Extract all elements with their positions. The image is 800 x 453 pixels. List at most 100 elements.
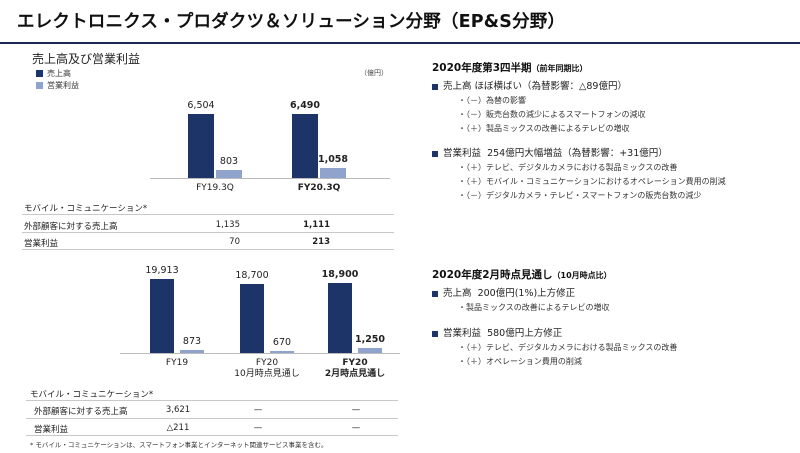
table1-header: モバイル・コミュニケーション* xyxy=(24,204,148,214)
bar-operating-income-2 xyxy=(270,350,294,353)
q3-sales-item: ・（－）為替の影響 xyxy=(458,96,526,105)
table2-row1-v3: — xyxy=(351,405,361,415)
q3-sales-item: ・（－）販売台数の減少によるスマートフォンの減収 xyxy=(458,110,646,119)
legend-sales: 売上高 xyxy=(36,68,71,79)
table2-row2-v1: △211 xyxy=(166,423,190,433)
table2-row1-v1: 3,621 xyxy=(165,405,191,415)
category-label-line: 10月時点見通し xyxy=(234,369,300,379)
bullet-square-icon xyxy=(432,150,438,157)
title-divider xyxy=(0,42,800,44)
x-axis-line xyxy=(150,178,390,179)
fy-op-item: ・（＋）テレビ、デジタルカメラにおける製品ミックスの改善 xyxy=(458,343,678,352)
category-label-line: FY20 xyxy=(255,358,279,368)
table1-divider xyxy=(22,249,394,250)
legend-sales-label: 売上高 xyxy=(47,69,71,78)
bar-sales-3 xyxy=(328,282,352,353)
category-label-line: FY19 xyxy=(165,358,189,368)
table2-row1-label: 外部顧客に対する売上高 xyxy=(34,407,128,417)
legend-sales-swatch xyxy=(36,70,43,77)
fy-sales-item: ・製品ミックスの改善によるテレビの増収 xyxy=(458,303,610,312)
legend-operating-income: 営業利益 xyxy=(36,80,79,91)
q3-sales-label: 売上高 xyxy=(443,81,472,92)
x-axis-line xyxy=(120,353,400,354)
q3-heading-note: （前年同期比） xyxy=(531,64,588,73)
label-operating-income-3: 1,250 xyxy=(354,334,386,346)
fy-op-label: 営業利益 xyxy=(443,328,482,339)
table2-divider xyxy=(26,418,398,419)
table1-divider xyxy=(22,232,394,233)
bar-operating-income-2 xyxy=(320,167,346,178)
label-operating-income-2: 670 xyxy=(272,336,292,348)
category-label-1: FY19.3Q xyxy=(170,183,260,194)
table2-divider xyxy=(26,400,398,401)
fy-sales-text: 200億円(1%)上方修正 xyxy=(477,288,576,299)
category-label-2: FY20.3Q xyxy=(274,183,364,194)
fy-heading-text: 2020年度2月時点見通し xyxy=(432,269,553,281)
bar-sales-1 xyxy=(150,279,174,353)
legend-op-label: 営業利益 xyxy=(47,81,79,90)
table1-divider xyxy=(22,214,394,215)
q3-op-label: 営業利益 xyxy=(443,148,482,159)
bar-sales-2 xyxy=(292,114,318,178)
category-label-line: FY20.3Q xyxy=(297,183,341,193)
label-operating-income-2: 1,058 xyxy=(317,153,349,165)
fy-sales-label: 売上高 xyxy=(443,288,472,299)
bullet-square-icon xyxy=(432,330,438,337)
q3-op-line: 営業利益 254億円大幅増益（為替影響：+31億円） xyxy=(432,145,668,159)
label-sales-2: 18,700 xyxy=(235,269,269,281)
q3-sales-line: 売上高 ほぼ横ばい（為替影響：△89億円） xyxy=(432,78,627,92)
q3-op-text: 254億円大幅増益（為替影響：+31億円） xyxy=(487,148,668,159)
section-title: 売上高及び営業利益 xyxy=(32,52,141,66)
bar-operating-income-1 xyxy=(180,349,204,353)
table1-row2-label: 営業利益 xyxy=(24,239,59,249)
table2-row2-v3: — xyxy=(351,423,361,433)
category-label-line: FY20 xyxy=(342,358,368,368)
table1-row2-v1: 70 xyxy=(229,237,240,247)
fy-op-item: ・（＋）オペレーション費用の削減 xyxy=(458,357,582,366)
table2-row1-v2: — xyxy=(253,405,263,415)
table2-header: モバイル・コミュニケーション* xyxy=(30,390,154,400)
q3-op-item: ・（＋）モバイル・コミュニケーションにおけるオペレーション費用の削減 xyxy=(458,177,726,186)
category-label-line: 2月時点見通し xyxy=(324,369,386,379)
table1-row1-v2: 1,111 xyxy=(303,220,330,230)
category-label-1: FY19 xyxy=(132,358,222,369)
label-operating-income-1: 803 xyxy=(219,156,239,168)
bullet-square-icon xyxy=(432,290,438,297)
q3-op-item: ・（＋）テレビ、デジタルカメラにおける製品ミックスの改善 xyxy=(458,163,678,172)
q3-heading-text: 2020年度第3四半期 xyxy=(432,62,532,74)
category-label-line: FY19.3Q xyxy=(196,183,234,193)
q3-sales-item: ・（＋）製品ミックスの改善によるテレビの増収 xyxy=(458,124,630,133)
footnote: * モバイル・コミュニケーションは、スマートフォン事業とインターネット関連サービ… xyxy=(30,441,328,449)
q3-op-item: ・（－）デジタルカメラ・テレビ・スマートフォンの販売台数の減少 xyxy=(458,191,702,200)
bar-operating-income-1 xyxy=(216,170,242,178)
fy-sales-line: 売上高 200億円(1%)上方修正 xyxy=(432,285,575,299)
unit-label: （億円） xyxy=(360,69,388,77)
chart-quarterly: 6,504 803 FY19.3Q 6,490 1,058 FY20.3Q xyxy=(0,0,400,200)
fy-op-text: 580億円上方修正 xyxy=(487,328,563,339)
label-sales-1: 6,504 xyxy=(187,100,215,111)
fy-heading: 2020年度2月時点見通し（10月時点比） xyxy=(432,267,612,282)
q3-sales-text: ほぼ横ばい（為替影響：△89億円） xyxy=(474,81,627,92)
bar-sales-2 xyxy=(240,283,264,353)
bullet-square-icon xyxy=(432,83,438,90)
bar-operating-income-3 xyxy=(358,348,382,353)
table1-row2-v2: 213 xyxy=(312,237,330,247)
table2-divider xyxy=(26,435,398,436)
fy-op-line: 営業利益 580億円上方修正 xyxy=(432,325,562,339)
page-title: エレクトロニクス・プロダクツ＆ソリューション分野（EP&S分野） xyxy=(17,12,566,32)
fy-heading-note: （10月時点比） xyxy=(552,271,612,280)
bar-sales-1 xyxy=(188,114,214,178)
table2-row2-label: 営業利益 xyxy=(34,425,69,435)
category-label-3: FY20 2月時点見通し xyxy=(310,358,400,380)
label-sales-1: 19,913 xyxy=(145,265,179,276)
label-operating-income-1: 873 xyxy=(182,335,202,347)
legend-op-swatch xyxy=(36,82,43,89)
table1-row1-label: 外部顧客に対する売上高 xyxy=(24,222,118,232)
table1-row1-v1: 1,135 xyxy=(215,220,240,230)
label-sales-3: 18,900 xyxy=(321,268,359,280)
table2-row2-v2: — xyxy=(253,423,263,433)
q3-heading: 2020年度第3四半期（前年同期比） xyxy=(432,60,588,75)
label-sales-2: 6,490 xyxy=(289,100,321,112)
chart-annual: 19,913 873 FY19 18,700 670 FY20 10月時点見通し 18,900… xyxy=(0,0,400,400)
category-label-2: FY20 10月時点見通し xyxy=(222,358,312,380)
